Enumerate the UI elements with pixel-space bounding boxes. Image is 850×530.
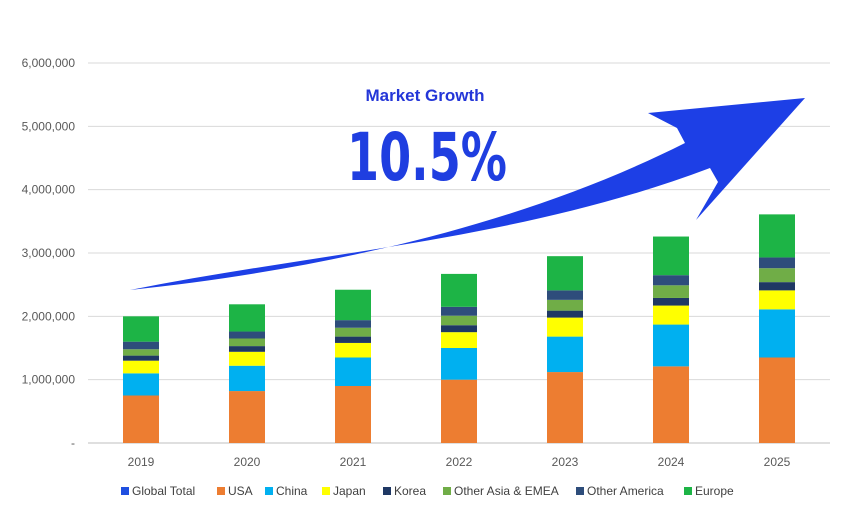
bar-segment (441, 332, 477, 348)
bar-segment (441, 325, 477, 333)
legend-swatch (383, 487, 391, 495)
bar-segment (653, 285, 689, 298)
annotation-growth-rate: 10.5% (347, 119, 507, 196)
bar-segment (123, 349, 159, 356)
bar-segment (547, 290, 583, 300)
y-tick-label: 1,000,000 (22, 373, 76, 387)
legend-label: China (276, 484, 308, 498)
bar-segment (547, 299, 583, 311)
bar-segment (229, 346, 265, 352)
legend-label: Other America (587, 484, 664, 498)
legend: Global Total USA China Japan Korea Other Asia… (121, 484, 734, 498)
bar-segment (441, 306, 477, 316)
y-tick-label: - (71, 436, 75, 450)
bar-segment (653, 297, 689, 306)
bar-segment (229, 391, 265, 443)
bar-segment (441, 379, 477, 443)
legend-label: Europe (695, 484, 734, 498)
bar-segment (547, 256, 583, 291)
bar-segment (123, 341, 159, 350)
bar-segment (335, 386, 371, 443)
bar-segment (123, 395, 159, 443)
bar-segment (759, 282, 795, 291)
bar-segment (335, 289, 371, 321)
x-tick-label: 2024 (658, 455, 685, 469)
bar-segment (547, 336, 583, 373)
y-tick-label: 3,000,000 (22, 246, 76, 260)
bar-segment (653, 366, 689, 443)
y-tick-label: 2,000,000 (22, 309, 76, 323)
legend-label: USA (228, 484, 253, 498)
bar-segment (441, 315, 477, 326)
legend-label: Global Total (132, 484, 195, 498)
bar-segment (123, 355, 159, 361)
y-axis-ticks: - 1,000,000 2,000,000 3,000,000 4,000,000 5,0… (22, 56, 76, 450)
legend-swatch (684, 487, 692, 495)
bar-segment (759, 214, 795, 258)
bar-segment (335, 320, 371, 328)
y-tick-label: 6,000,000 (22, 56, 76, 70)
bar-segment (123, 373, 159, 396)
bar-segment (229, 365, 265, 392)
bar-segment (653, 236, 689, 276)
bar-segment (759, 357, 795, 443)
y-tick-label: 4,000,000 (22, 183, 76, 197)
annotation-subtitle: Market Growth (365, 86, 484, 105)
bar-segment (441, 273, 477, 307)
bars (123, 214, 795, 443)
bar-segment (229, 304, 265, 332)
bar-segment (653, 324, 689, 367)
bar-segment (335, 342, 371, 358)
legend-swatch (576, 487, 584, 495)
bar-segment (759, 268, 795, 283)
legend-label: Korea (394, 484, 426, 498)
bar-segment (123, 316, 159, 342)
x-tick-label: 2023 (552, 455, 579, 469)
x-tick-label: 2021 (340, 455, 367, 469)
x-tick-label: 2022 (446, 455, 473, 469)
x-axis-ticks: 2019 2020 2021 2022 2023 2024 2025 (128, 455, 791, 469)
bar-segment (759, 290, 795, 310)
bar-segment (335, 336, 371, 343)
legend-swatch (121, 487, 129, 495)
bar-segment (441, 348, 477, 380)
bar-segment (229, 331, 265, 339)
bar-segment (335, 327, 371, 337)
bar-segment (547, 372, 583, 443)
bar-segment (653, 275, 689, 286)
legend-swatch (322, 487, 330, 495)
bar-segment (759, 257, 795, 269)
bar-segment (759, 309, 795, 358)
bar-segment (229, 351, 265, 366)
x-tick-label: 2025 (764, 455, 791, 469)
bar-segment (547, 317, 583, 337)
x-tick-label: 2020 (234, 455, 261, 469)
bar-segment (335, 357, 371, 386)
legend-label: Japan (333, 484, 366, 498)
legend-swatch (443, 487, 451, 495)
bar-segment (123, 360, 159, 374)
bar-segment (653, 305, 689, 325)
bar-segment (547, 310, 583, 318)
legend-swatch (217, 487, 225, 495)
legend-label: Other Asia & EMEA (454, 484, 559, 498)
legend-swatch (265, 487, 273, 495)
growth-arrow (130, 98, 805, 290)
y-tick-label: 5,000,000 (22, 119, 76, 133)
bar-segment (229, 338, 265, 347)
x-tick-label: 2019 (128, 455, 155, 469)
